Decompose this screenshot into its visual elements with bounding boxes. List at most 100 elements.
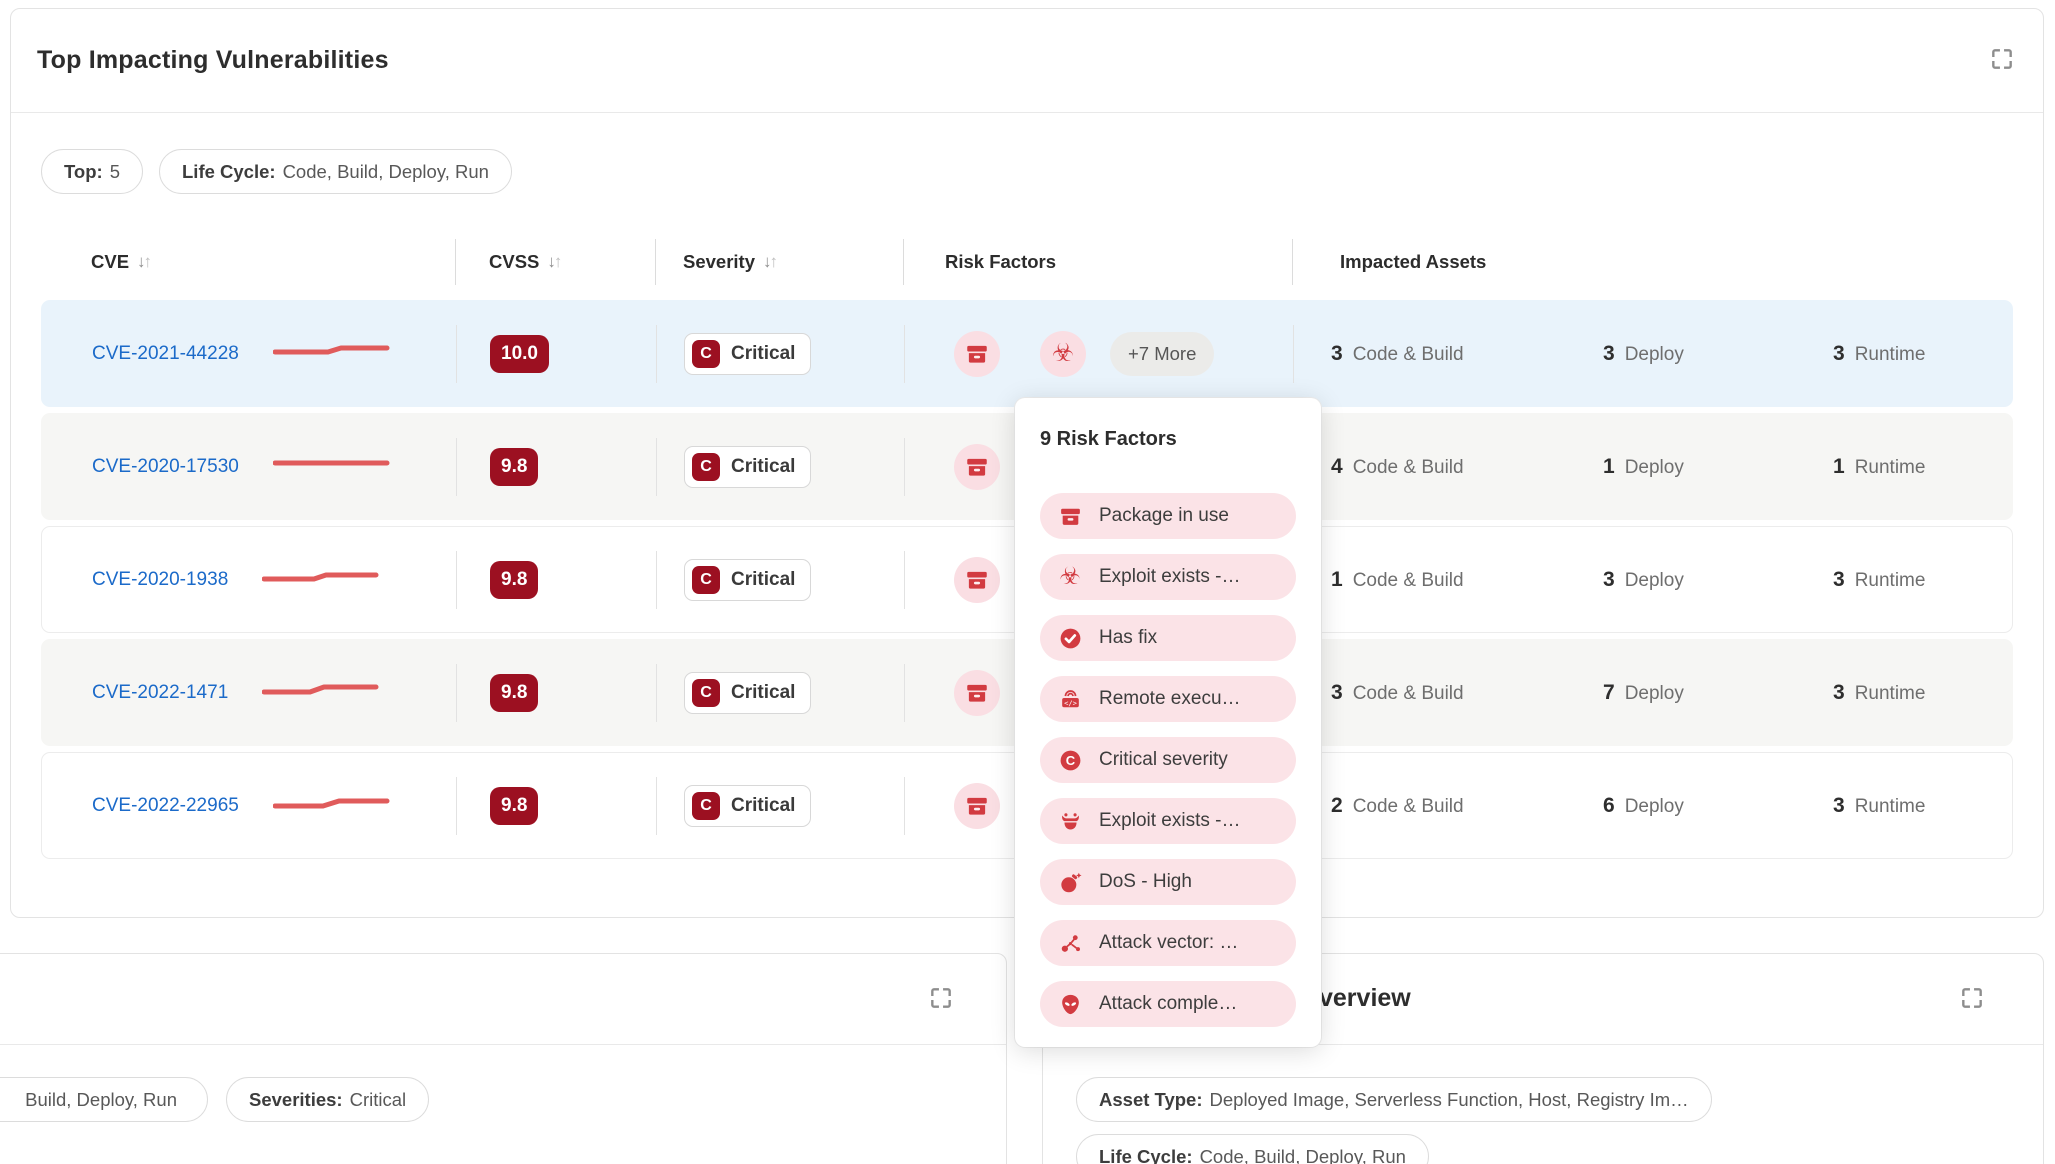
impacted-assets-cell: 4 Code & Build 1 Deploy 1 Runtime xyxy=(1293,414,2012,519)
risk-factors-cell xyxy=(904,640,1293,745)
sort-icon: ↓ ↑ xyxy=(547,252,562,271)
cve-cell: CVE-2020-1938 xyxy=(42,527,456,632)
severity-initial-icon: C xyxy=(692,791,720,820)
archive-box-icon xyxy=(1057,503,1083,529)
risk-factor-pill: Package in use xyxy=(1040,493,1296,539)
alien-icon xyxy=(1057,991,1083,1017)
asset-count: 3 xyxy=(1331,680,1343,704)
impacted-asset-group: 3 Runtime xyxy=(1833,794,2012,818)
filter-label: Top: xyxy=(64,160,103,182)
cve-cell: CVE-2020-17530 xyxy=(42,414,456,519)
expand-button[interactable] xyxy=(1987,46,2017,76)
impacted-asset-group: 1 Code & Build xyxy=(1331,568,1603,592)
filter-life-cycle: Life Cycle: Code, Build, Deploy, Run xyxy=(159,149,512,194)
risk-factor-label: Remote execu… xyxy=(1099,688,1241,709)
trend-sparkline xyxy=(272,341,391,366)
risk-factors-cell: ☣ +7 More xyxy=(904,301,1293,406)
cvss-cell: 9.8 xyxy=(456,753,656,858)
severity-badge: C Critical xyxy=(684,558,812,601)
cvss-cell: 9.8 xyxy=(456,527,656,632)
archive-box-icon[interactable] xyxy=(954,330,1000,377)
trend-sparkline xyxy=(261,567,380,592)
column-header-cvss[interactable]: CVSS ↓ ↑ xyxy=(455,236,655,288)
biohazard-icon[interactable]: ☣ xyxy=(1040,330,1086,377)
column-label: CVSS xyxy=(489,251,540,272)
severity-badge: C Critical xyxy=(684,332,812,375)
column-header-impacted-assets: Impacted Assets xyxy=(1292,236,2013,288)
cvss-score-badge: 9.8 xyxy=(490,786,539,825)
asset-count: 1 xyxy=(1603,454,1615,478)
asset-label: Code & Build xyxy=(1352,795,1464,817)
impacted-asset-group: 7 Deploy xyxy=(1603,681,1833,705)
impacted-asset-group: 6 Deploy xyxy=(1603,794,1833,818)
archive-box-icon[interactable] xyxy=(954,669,1000,716)
risk-factor-pill: </> Remote execu… xyxy=(1040,676,1296,722)
filter-label: Life Cycle: xyxy=(1099,1145,1193,1164)
widget-title: Top Impacting Vulnerabilities xyxy=(37,46,389,74)
popover-title: 9 Risk Factors xyxy=(1040,428,1177,450)
archive-box-icon[interactable] xyxy=(954,782,1000,829)
risk-factor-pill: Attack comple… xyxy=(1040,981,1296,1027)
sort-icon: ↓ ↑ xyxy=(763,252,778,271)
asset-count: 2 xyxy=(1331,793,1343,817)
archive-box-icon[interactable] xyxy=(954,556,1000,603)
impacted-asset-group: 1 Runtime xyxy=(1833,455,2012,479)
severity-cell: C Critical xyxy=(656,414,904,519)
risk-factor-label: Has fix xyxy=(1099,627,1158,648)
asset-label: Deploy xyxy=(1624,343,1684,365)
widget-title-partial: verview xyxy=(1319,984,1411,1012)
risk-factor-pill: DoS - High xyxy=(1040,859,1296,905)
cve-link[interactable]: CVE-2020-17530 xyxy=(92,455,239,477)
cvss-cell: 9.8 xyxy=(456,640,656,745)
column-label: Severity xyxy=(683,251,755,272)
severity-cell: C Critical xyxy=(656,527,904,632)
table-header-row: CVE ↓ ↑ CVSS ↓ ↑ Severity ↓ ↑ Risk Factors … xyxy=(41,236,2013,288)
asset-count: 3 xyxy=(1833,680,1845,704)
expand-button[interactable] xyxy=(926,984,956,1014)
severity-badge: C Critical xyxy=(684,784,812,827)
asset-label: Runtime xyxy=(1854,456,1926,478)
severity-badge: C Critical xyxy=(684,445,812,488)
risk-factor-label: Package in use xyxy=(1099,505,1229,526)
cve-link[interactable]: CVE-2020-1938 xyxy=(92,568,229,590)
cvss-cell: 9.8 xyxy=(456,414,656,519)
column-label: Risk Factors xyxy=(945,251,1057,272)
cve-link[interactable]: CVE-2022-22965 xyxy=(92,794,239,816)
cve-link[interactable]: CVE-2021-44228 xyxy=(92,342,239,364)
column-label: CVE xyxy=(91,251,130,272)
filter-label: Life Cycle: xyxy=(182,160,276,182)
severity-cell: C Critical xyxy=(656,753,904,858)
column-header-severity[interactable]: Severity ↓ ↑ xyxy=(655,236,903,288)
filter-value: Deployed Image, Serverless Function, Hos… xyxy=(1209,1088,1689,1110)
column-header-cve[interactable]: CVE ↓ ↑ xyxy=(41,236,455,288)
bomb-icon xyxy=(1057,869,1083,895)
expand-button[interactable] xyxy=(1957,984,1987,1014)
top-impacting-vulnerabilities-widget: Top Impacting Vulnerabilities Top: 5 Lif… xyxy=(10,8,2044,918)
asset-count: 1 xyxy=(1331,567,1343,591)
severity-badge: C Critical xyxy=(684,671,812,714)
cve-cell: CVE-2022-22965 xyxy=(42,753,456,858)
table-row: CVE-2021-44228 10.0 C Critical ☣ +7 More … xyxy=(41,300,2013,407)
trend-sparkline xyxy=(261,680,380,705)
asset-count: 3 xyxy=(1331,341,1343,365)
impacted-asset-group: 3 Runtime xyxy=(1833,342,2012,366)
filter-life-cycle-truncated: Build, Deploy, Run xyxy=(0,1077,208,1122)
impacted-asset-group: 3 Deploy xyxy=(1603,342,1833,366)
asset-label: Runtime xyxy=(1854,569,1926,591)
more-risk-factors-button[interactable]: +7 More xyxy=(1110,331,1215,376)
asset-label: Deploy xyxy=(1624,682,1684,704)
cve-link[interactable]: CVE-2022-1471 xyxy=(92,681,229,703)
asset-count: 1 xyxy=(1833,454,1845,478)
severity-initial-icon: C xyxy=(692,339,720,368)
asset-label: Deploy xyxy=(1624,456,1684,478)
asset-count: 6 xyxy=(1603,793,1615,817)
archive-box-icon[interactable] xyxy=(954,443,1000,490)
impacted-assets-cell: 3 Code & Build 7 Deploy 3 Runtime xyxy=(1293,640,2012,745)
impacted-assets-cell: 1 Code & Build 3 Deploy 3 Runtime xyxy=(1293,527,2012,632)
filter-label: Severities: xyxy=(249,1088,343,1110)
filter-value: Code, Build, Deploy, Run xyxy=(282,160,489,182)
divider xyxy=(1043,1044,2043,1045)
filter-value: Critical xyxy=(349,1088,407,1110)
impacted-assets-cell: 3 Code & Build 3 Deploy 3 Runtime xyxy=(1293,301,2012,406)
